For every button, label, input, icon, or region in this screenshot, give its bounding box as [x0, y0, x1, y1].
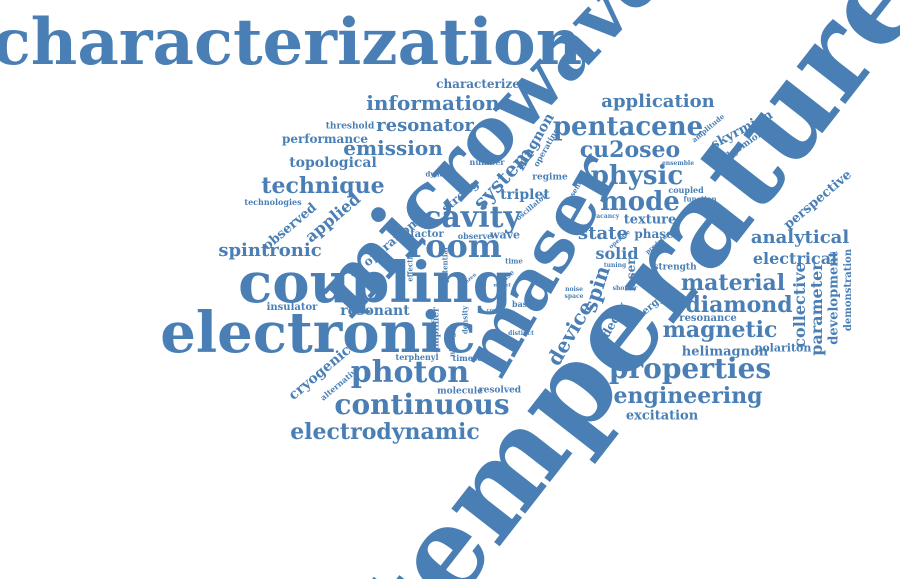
word-mode: mode — [600, 187, 680, 217]
word-timescale: timescale — [452, 353, 496, 363]
word-room: room — [408, 227, 502, 265]
word-diamond: diamond — [685, 292, 793, 318]
word-function: function — [683, 194, 717, 204]
word-helimagnon: helimagnon — [681, 344, 769, 360]
word-state: state — [578, 223, 628, 244]
word-analytical: analytical — [750, 227, 850, 248]
word-noise: noise — [565, 286, 583, 293]
word-factor: factor — [410, 229, 444, 240]
word-regime: regime — [532, 172, 568, 183]
word-topological: topological — [289, 155, 377, 171]
word-wave: wave — [490, 228, 520, 242]
word-cavity: cavity — [423, 200, 521, 235]
word-material: material — [680, 270, 786, 296]
word-molecule: molecule — [437, 386, 483, 397]
word-insulator: insulator — [266, 302, 318, 313]
word-triplet: triplet — [500, 187, 550, 203]
word-photon: photon — [350, 355, 470, 390]
word-density: density — [460, 305, 470, 335]
word-pentacene: pentacene — [552, 112, 704, 142]
word-potential: potential — [440, 247, 450, 283]
word-spintronic: spintronic — [218, 240, 322, 261]
word-physic: physic — [590, 161, 684, 191]
word-texture: texture — [623, 212, 677, 228]
word-phase: phase — [634, 227, 674, 241]
word-technique: technique — [261, 173, 385, 199]
word-parameter: parameter — [807, 262, 826, 356]
word-laser: laser — [624, 258, 638, 292]
word-number: number — [469, 157, 505, 167]
word-dynamic: dynamic — [425, 169, 459, 179]
word-terphenyl: terphenyl — [395, 352, 439, 362]
word-time: time — [505, 256, 523, 266]
word-electrodynamic: electrodynamic — [290, 419, 480, 445]
word-distinct: distinct — [508, 330, 534, 337]
word-coupling: coupling — [238, 250, 512, 316]
word-space: space — [564, 293, 584, 300]
word-ensemble: ensemble — [661, 160, 695, 167]
word-cu2oseo: cu2oseo — [579, 137, 681, 163]
word-electronic: electronic — [160, 300, 476, 366]
word-observe: observe — [457, 231, 493, 241]
word-resonance: resonance — [679, 313, 737, 324]
word-performance: performance — [282, 132, 368, 146]
word-application: application — [601, 91, 715, 112]
word-nitrogen: nitrogen — [447, 323, 457, 357]
word-demonstration: demonstration — [843, 248, 854, 332]
word-characterization: characterization — [0, 5, 583, 80]
word-strength: strength — [653, 262, 697, 273]
word-vacancy: vacancy — [592, 213, 620, 220]
word-properties: properties — [608, 352, 772, 385]
word-technologies: technologies — [244, 197, 302, 207]
word-information: information — [366, 91, 500, 115]
word-magnetic: magnetic — [662, 317, 778, 343]
word-coupled: coupled — [668, 185, 704, 195]
word-contact: contact — [486, 307, 508, 314]
word-collective: collective — [790, 262, 809, 348]
word-based: based — [512, 299, 538, 309]
word-polariton: polariton — [754, 341, 812, 355]
word-model: model — [493, 282, 511, 289]
word-solid: solid — [595, 244, 639, 263]
word-development: development — [826, 251, 842, 345]
word-engineering: engineering — [613, 383, 763, 409]
word-effective: effective — [405, 248, 415, 282]
word-continuous: continuous — [334, 388, 510, 421]
word-electrical: electrical — [752, 249, 838, 268]
word-resonator: resonator — [376, 115, 474, 136]
word-amplifier: amplifier — [431, 307, 442, 353]
word-threshold: threshold — [325, 121, 375, 132]
word-resonant: resonant — [340, 303, 410, 319]
word-emission: emission — [343, 136, 443, 160]
word-tuning: tuning — [603, 262, 627, 269]
word-characterize: characterize — [436, 77, 520, 91]
word-resolved: resolved — [478, 385, 522, 396]
word-shorter: shorter — [612, 285, 638, 292]
word-excitation: excitation — [625, 408, 699, 424]
